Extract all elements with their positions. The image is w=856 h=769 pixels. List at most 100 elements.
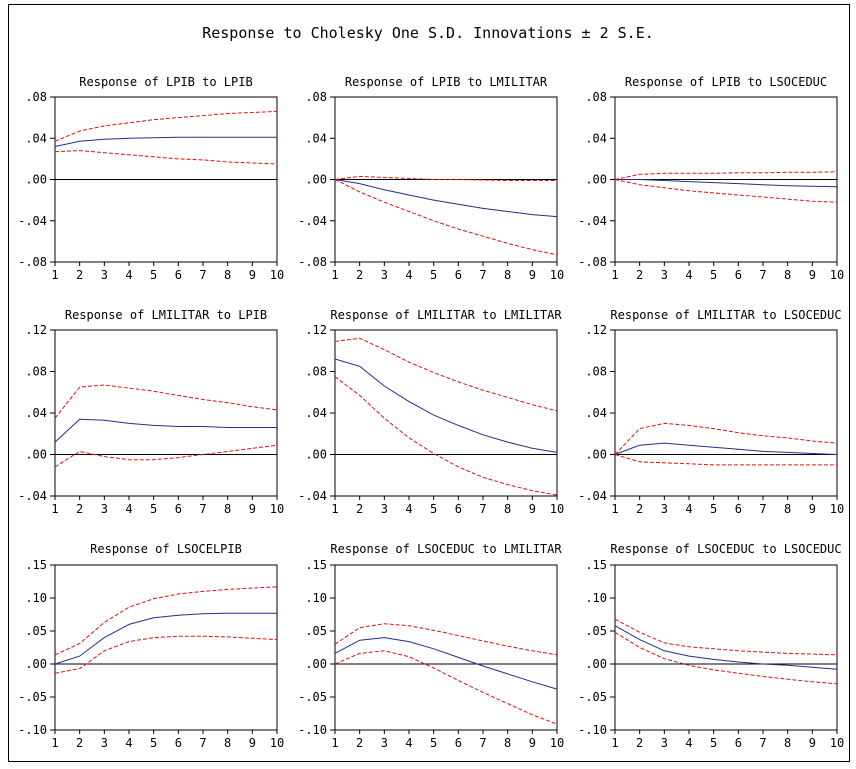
upper-band-line (334, 337, 558, 412)
panel-4: Response of LMILITAR to LPIB .12 .08 .04 .00… (18, 308, 284, 516)
y-tick-label: .00 (305, 173, 327, 187)
panel-title: Response of LSOCELPIB (90, 542, 242, 556)
panel-3: Response of LPIB to LSOCEDUC .08 .04 .00 -.0… (578, 75, 844, 282)
y-tick-label: -.08 (18, 255, 47, 269)
y-tick-label: .04 (305, 131, 327, 145)
y-tick-label: .08 (585, 90, 607, 104)
y-tick-label: .08 (585, 365, 607, 379)
response-line (54, 418, 277, 443)
panel-title: Response of LSOCEDUC to LMILITAR (330, 542, 562, 556)
x-tick-label: 8 (784, 268, 791, 282)
y-tick-label: .00 (25, 657, 47, 671)
lower-band-line (614, 631, 838, 685)
x-tick-label: 5 (150, 502, 157, 516)
y-tick-label: -.08 (578, 255, 607, 269)
y-tick-label: -.04 (298, 214, 327, 228)
response-line (334, 358, 558, 453)
response-line (614, 625, 838, 670)
x-tick-label: 7 (759, 502, 766, 516)
x-tick-label: 5 (150, 268, 157, 282)
x-tick-label: 10 (270, 502, 284, 516)
x-tick-label: 1 (51, 502, 58, 516)
y-tick-label: .15 (305, 558, 327, 572)
x-tick-label: 3 (101, 268, 108, 282)
y-tick-label: .00 (585, 448, 607, 462)
x-tick-label: 10 (830, 736, 844, 750)
x-tick-label: 2 (636, 502, 643, 516)
y-tick-label: -.04 (18, 214, 47, 228)
x-tick-label: 2 (76, 502, 83, 516)
x-tick-label: 8 (784, 736, 791, 750)
x-tick-label: 1 (611, 502, 618, 516)
y-tick-label: .12 (585, 323, 607, 337)
x-tick-label: 7 (199, 268, 206, 282)
x-tick-label: 9 (249, 502, 256, 516)
x-tick-label: 10 (550, 736, 564, 750)
y-tick-label: .08 (305, 365, 327, 379)
x-tick-label: 5 (710, 502, 717, 516)
x-tick-label: 3 (381, 502, 388, 516)
x-tick-label: 1 (611, 736, 618, 750)
x-tick-label: 2 (356, 736, 363, 750)
panel-title: Response of LPIB to LPIB (79, 75, 252, 89)
x-tick-label: 3 (381, 268, 388, 282)
panel-title: Response of LPIB to LMILITAR (345, 75, 548, 89)
response-line (615, 179, 838, 188)
y-tick-label: -.10 (578, 723, 607, 737)
upper-band-line (54, 110, 278, 142)
x-tick-label: 1 (331, 736, 338, 750)
x-tick-label: 6 (735, 268, 742, 282)
x-tick-label: 4 (125, 736, 132, 750)
y-tick-label: .12 (25, 323, 47, 337)
x-tick-label: 5 (710, 736, 717, 750)
y-tick-label: .00 (25, 448, 47, 462)
x-tick-label: 7 (199, 736, 206, 750)
x-tick-label: 9 (249, 268, 256, 282)
lower-band-line (334, 179, 558, 256)
plot-area (614, 329, 838, 497)
x-tick-label: 10 (270, 736, 284, 750)
y-tick-label: -.04 (298, 489, 327, 503)
x-tick-label: 9 (529, 736, 536, 750)
x-tick-label: 10 (270, 268, 284, 282)
x-tick-label: 7 (759, 736, 766, 750)
y-tick-label: -.10 (298, 723, 327, 737)
x-tick-label: 9 (809, 268, 816, 282)
x-tick-label: 7 (199, 502, 206, 516)
x-tick-label: 2 (76, 268, 83, 282)
lower-band-line (54, 150, 278, 165)
x-tick-label: 8 (784, 502, 791, 516)
y-tick-label: .08 (25, 90, 47, 104)
x-tick-label: 9 (809, 502, 816, 516)
y-tick-label: .00 (585, 173, 607, 187)
panel-5: Response of LMILITAR to LMILITAR.12 .08 .0… (298, 308, 564, 516)
x-tick-label: 9 (529, 268, 536, 282)
y-tick-label: .10 (305, 591, 327, 605)
lower-band-line (614, 454, 837, 466)
x-tick-label: 1 (611, 268, 618, 282)
x-tick-label: 4 (125, 268, 132, 282)
y-tick-label: .10 (25, 591, 47, 605)
x-tick-label: 6 (175, 736, 182, 750)
y-tick-label: .04 (25, 406, 47, 420)
y-tick-label: .10 (585, 591, 607, 605)
x-tick-label: 4 (405, 502, 412, 516)
x-tick-label: 10 (550, 502, 564, 516)
y-tick-label: -.08 (298, 255, 327, 269)
x-tick-label: 6 (735, 736, 742, 750)
x-tick-label: 10 (830, 502, 844, 516)
panel-7: Response of LSOCELPIB .15 .10 .05 .00 -.05 -.1… (18, 542, 284, 750)
x-tick-label: 9 (249, 736, 256, 750)
x-tick-label: 6 (455, 736, 462, 750)
x-tick-label: 1 (331, 268, 338, 282)
x-tick-label: 2 (356, 502, 363, 516)
x-tick-label: 2 (76, 736, 83, 750)
y-tick-label: .00 (305, 657, 327, 671)
upper-band-line (334, 623, 558, 656)
plot-area (334, 564, 558, 731)
upper-band-line (614, 618, 838, 656)
lower-band-line (614, 179, 838, 203)
x-tick-label: 7 (759, 268, 766, 282)
y-tick-label: -.04 (578, 489, 607, 503)
x-tick-label: 2 (636, 268, 643, 282)
